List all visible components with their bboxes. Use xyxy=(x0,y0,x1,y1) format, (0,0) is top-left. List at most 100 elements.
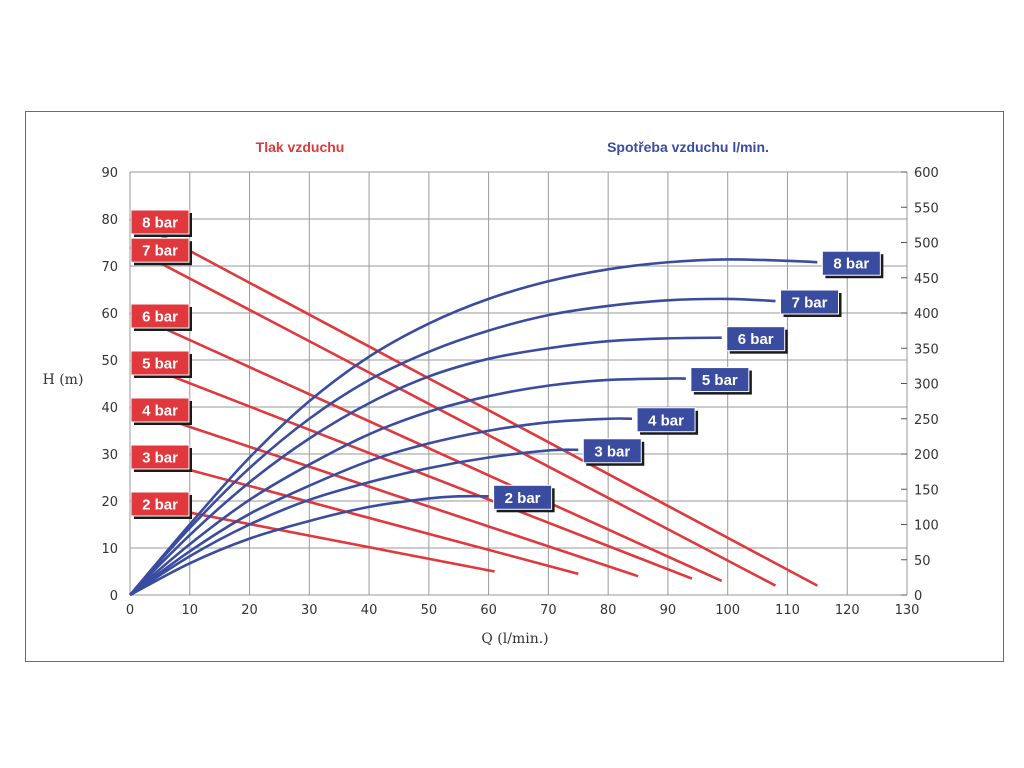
y-right-tick-label: 450 xyxy=(914,272,939,287)
consumption-badge-3-bar: 3 bar xyxy=(582,438,645,466)
badge-label: 6 bar xyxy=(142,309,178,326)
head-line-6-bar xyxy=(129,311,723,583)
consumption-curve-8-bar xyxy=(129,258,818,596)
y-left-tick-label: 0 xyxy=(110,589,118,604)
badge-box xyxy=(130,491,190,517)
badge-box xyxy=(130,237,190,263)
badge-box xyxy=(130,350,190,376)
consumption-curves xyxy=(129,258,818,597)
y-left-tick-label: 70 xyxy=(101,260,118,275)
head-badge-4-bar: 4 bar xyxy=(130,397,192,425)
header-air-pressure: Tlak vzduchu xyxy=(256,139,345,155)
badge-box xyxy=(726,326,786,352)
x-tick-label: 50 xyxy=(421,603,438,618)
badge-box xyxy=(780,289,840,315)
x-tick-label: 30 xyxy=(301,603,318,618)
badge-box xyxy=(821,250,881,276)
badge-label: 2 bar xyxy=(142,497,178,514)
consumption-badge-4-bar: 4 bar xyxy=(636,407,699,435)
consumption-curve-5-bar xyxy=(129,377,686,596)
head-badge-3-bar: 3 bar xyxy=(130,444,192,472)
consumption-badge-8-bar: 8 bar xyxy=(821,250,884,279)
y-left-tick-label: 30 xyxy=(101,448,118,463)
x-tick-label: 10 xyxy=(181,603,198,618)
y-left-tick-label: 90 xyxy=(101,166,118,181)
y-left-tick-label: 50 xyxy=(101,354,118,369)
x-tick-label: 20 xyxy=(241,603,258,618)
badge-box xyxy=(690,367,750,393)
badge-box xyxy=(636,407,696,433)
badge-label: 5 bar xyxy=(142,356,178,373)
consumption-badge-5-bar: 5 bar xyxy=(690,367,752,395)
x-tick-label: 100 xyxy=(715,603,740,618)
badge-box xyxy=(130,444,190,470)
x-tick-label: 120 xyxy=(835,603,860,618)
badge-label: 3 bar xyxy=(142,450,178,467)
y-right-tick-label: 400 xyxy=(914,307,939,322)
axes: 0 10 20 30 40 50 60 70 80 90 100 110 120 130010203040… xyxy=(101,166,938,618)
chart-frame xyxy=(25,111,1004,662)
head-badge-2-bar: 2 bar xyxy=(130,491,192,519)
badge-box xyxy=(582,438,642,464)
x-tick-label: 60 xyxy=(480,603,497,618)
badge-label: 4 bar xyxy=(648,412,684,429)
y-right-tick-label: 250 xyxy=(914,413,939,428)
x-tick-label: 70 xyxy=(540,603,557,618)
y-left-tick-label: 80 xyxy=(101,213,118,228)
series-badges: 8 bar 7 bar 6 bar 5 bar 4 bar 3 bar 2 bar 2 bar… xyxy=(130,209,884,519)
y-right-tick-label: 300 xyxy=(914,378,939,393)
x-tick-label: 80 xyxy=(600,603,617,618)
badge-label: 5 bar xyxy=(702,372,738,389)
grid xyxy=(129,171,908,596)
consumption-curve-7-bar xyxy=(129,297,776,596)
head-line-8-bar xyxy=(129,217,818,587)
x-tick-label: 90 xyxy=(660,603,677,618)
consumption-curve-6-bar xyxy=(129,336,722,596)
y-right-tick-label: 350 xyxy=(914,342,939,357)
badge-label: 2 bar xyxy=(505,490,541,507)
y-left-tick-label: 10 xyxy=(101,542,118,557)
x-tick-label: 130 xyxy=(895,603,920,618)
header-air-consumption: Spotřeba vzduchu l/min. xyxy=(607,139,769,155)
badge-label: 4 bar xyxy=(142,403,178,420)
y-axis-title: H (m) xyxy=(43,372,84,388)
x-tick-label: 40 xyxy=(361,603,378,618)
consumption-badge-6-bar: 6 bar xyxy=(726,326,788,354)
head-lines xyxy=(129,217,818,587)
head-line-7-bar xyxy=(129,246,777,587)
head-line-3-bar xyxy=(129,452,579,576)
consumption-curve-2-bar xyxy=(129,494,489,597)
x-axis-title: Q (l/min.) xyxy=(481,631,548,647)
consumption-badge-7-bar: 7 bar xyxy=(780,289,842,318)
badge-label: 6 bar xyxy=(738,331,774,348)
head-badge-7-bar: 7 bar xyxy=(130,237,192,266)
head-line-4-bar xyxy=(129,405,639,578)
y-right-tick-label: 100 xyxy=(914,519,939,534)
x-tick-label: 110 xyxy=(775,603,800,618)
badge-label: 7 bar xyxy=(792,295,828,312)
y-right-tick-label: 150 xyxy=(914,483,939,498)
head-badge-8-bar: 8 bar xyxy=(130,209,192,237)
y-right-tick-label: 50 xyxy=(914,554,931,569)
y-right-tick-label: 200 xyxy=(914,448,939,463)
y-right-tick-label: 550 xyxy=(914,201,939,216)
badge-label: 8 bar xyxy=(833,256,869,273)
head-badge-6-bar: 6 bar xyxy=(130,303,192,331)
consumption-curve-3-bar xyxy=(129,448,579,597)
y-right-tick-label: 600 xyxy=(914,166,939,181)
badge-label: 7 bar xyxy=(142,243,178,260)
y-right-tick-label: 0 xyxy=(914,589,922,604)
badge-box xyxy=(493,484,553,510)
badge-box xyxy=(130,303,190,329)
consumption-curve-4-bar xyxy=(129,417,633,597)
y-left-tick-label: 20 xyxy=(101,495,118,510)
badge-label: 3 bar xyxy=(594,443,630,460)
consumption-badge-2-bar: 2 bar xyxy=(493,484,555,513)
x-tick-label: 0 xyxy=(126,603,134,618)
y-left-tick-label: 60 xyxy=(101,307,118,322)
head-line-5-bar xyxy=(129,358,693,580)
y-left-tick-label: 40 xyxy=(101,401,118,416)
head-badge-5-bar: 5 bar xyxy=(130,350,192,378)
y-right-tick-label: 500 xyxy=(914,237,939,252)
